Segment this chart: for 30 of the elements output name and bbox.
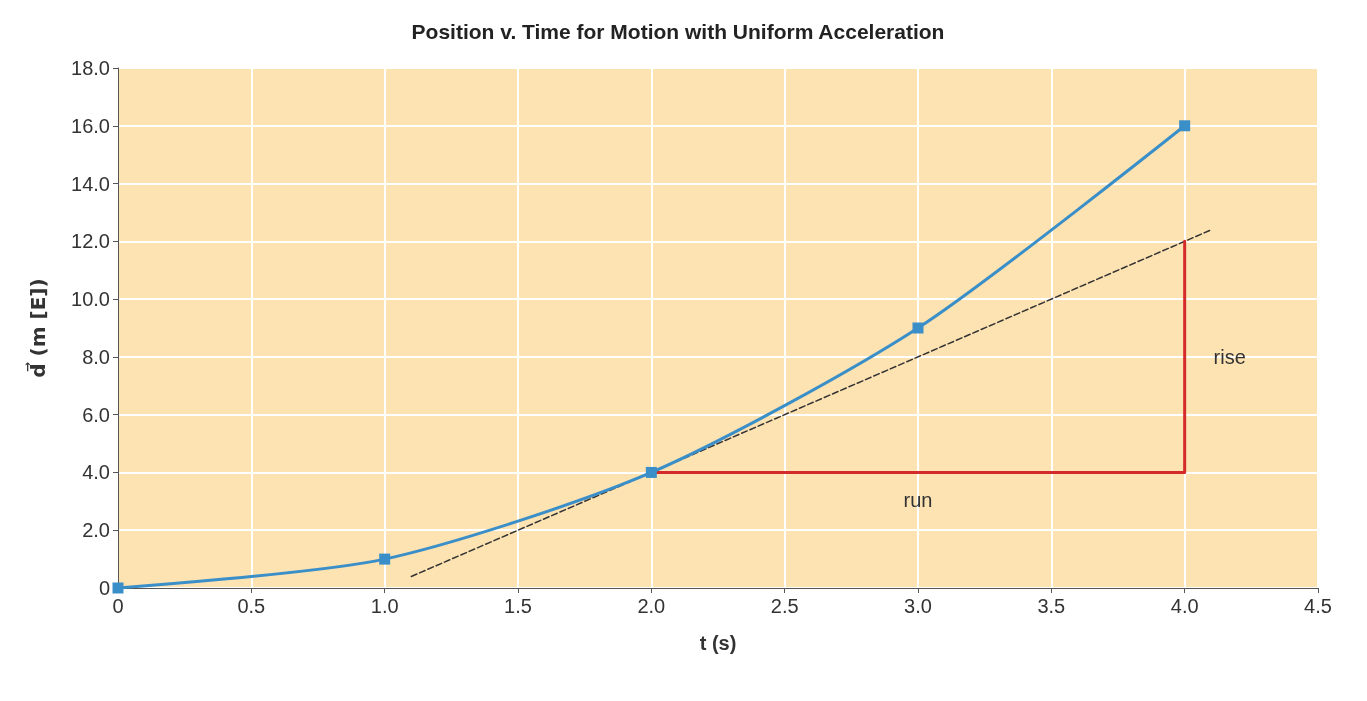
y-tick-label: 14.0: [71, 172, 110, 195]
point: [379, 553, 391, 565]
x-tick-label: 4.0: [1170, 595, 1199, 617]
y-tick-label: 6.0: [82, 403, 110, 426]
x-tick-label: 2.0: [637, 595, 666, 617]
y-tick-label: 10.0: [71, 288, 110, 311]
x-tick-label: 2.5: [770, 595, 799, 617]
x-tick-label: 0: [112, 595, 124, 617]
annotation: rise: [1213, 345, 1246, 368]
y-tick-label: 12.0: [71, 230, 110, 253]
point: [112, 582, 124, 594]
x-tick-label: 4.5: [1304, 595, 1332, 617]
x-tick-label: 0.5: [237, 595, 266, 617]
y-axis-title: d⃗ (m [E]): [25, 278, 50, 378]
x-tick-label: 3.5: [1037, 595, 1066, 617]
y-tick-label: 0: [98, 577, 110, 599]
x-tick-label: 1.5: [504, 595, 532, 617]
y-tick-label: 18.0: [71, 57, 110, 79]
x-tick-label: 3.0: [904, 595, 932, 617]
point: [1179, 120, 1191, 132]
chart-title: Position v. Time for Motion with Uniform Acceleration: [411, 20, 945, 43]
y-tick-label: 2.0: [82, 519, 110, 542]
y-tick-label: 8.0: [82, 345, 110, 368]
y-tick-label: 4.0: [82, 461, 110, 484]
x-axis-title: t (s): [699, 632, 737, 654]
y-tick-label: 16.0: [71, 114, 110, 137]
point: [645, 466, 657, 478]
point: [912, 322, 924, 334]
x-tick-label: 1.0: [370, 595, 399, 617]
annotation: run: [903, 489, 933, 512]
